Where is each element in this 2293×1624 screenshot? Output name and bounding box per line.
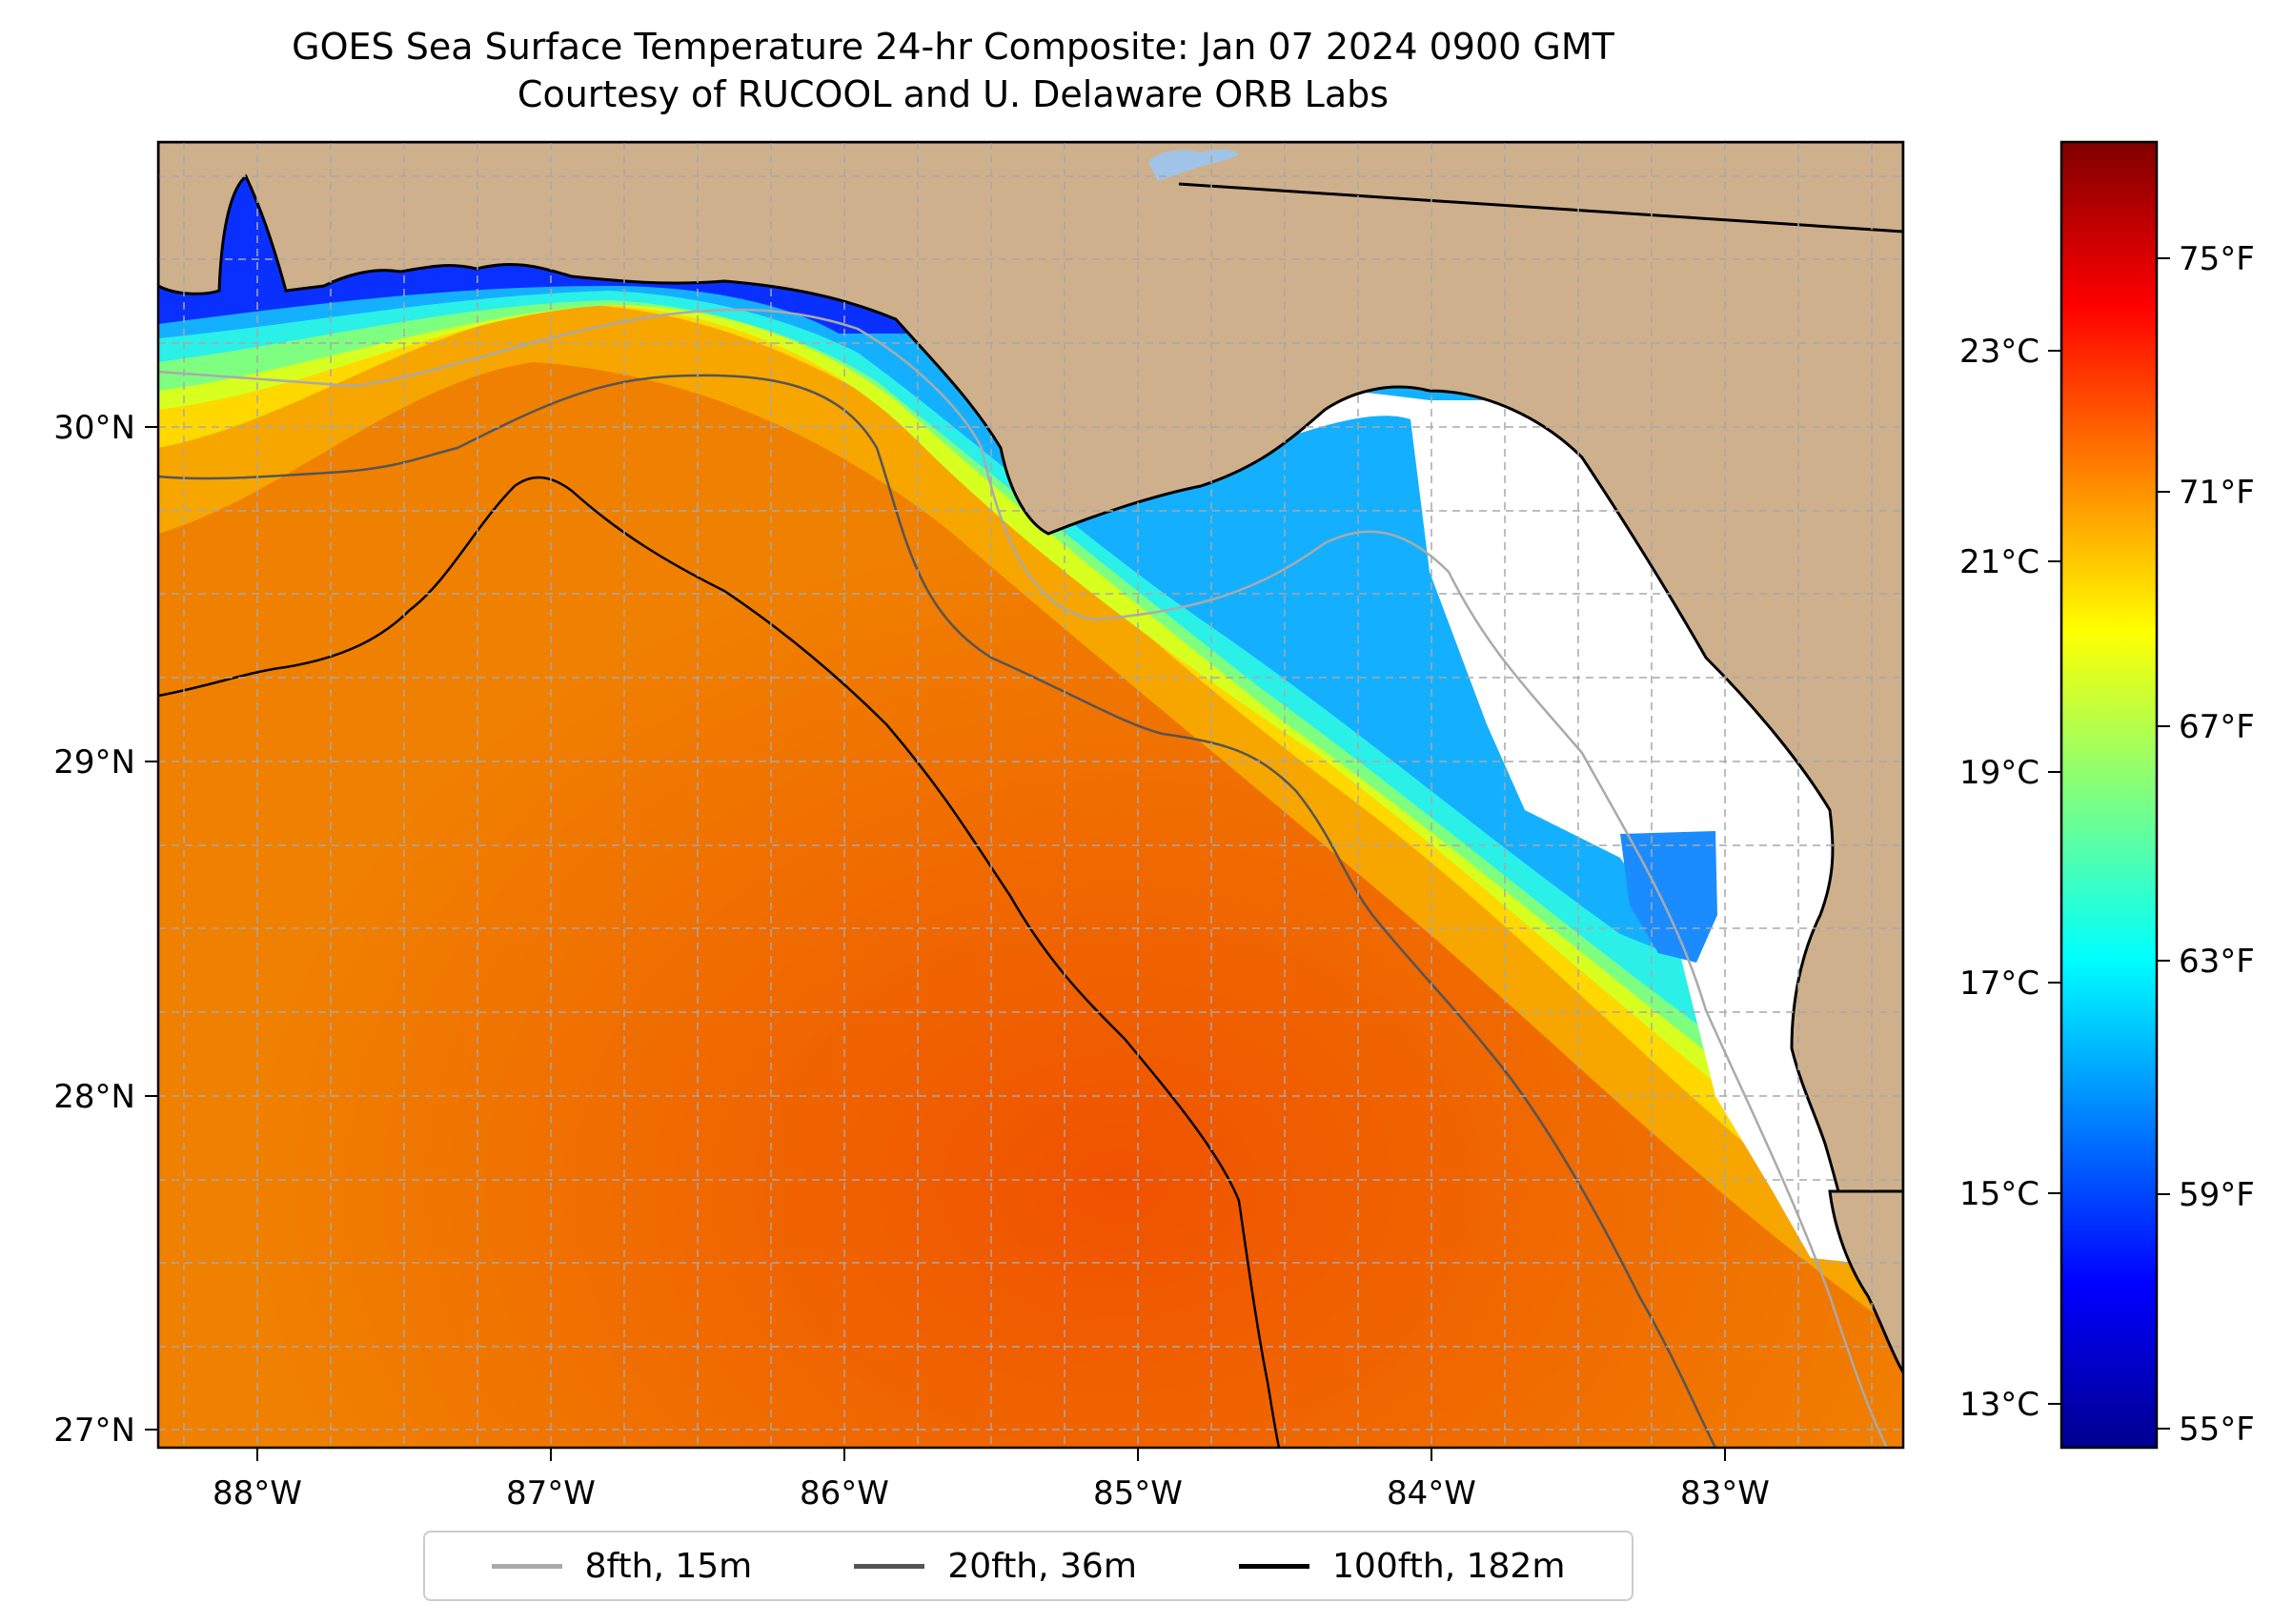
cb-f-63: 63°F <box>2179 943 2255 981</box>
cb-f-59: 59°F <box>2179 1176 2255 1214</box>
contour-20fth <box>158 374 1717 1448</box>
lon-label-85w: 85°W <box>1093 1474 1183 1512</box>
colorbar-ticks <box>2048 257 2170 1430</box>
lat-label-29n: 29°N <box>53 743 135 782</box>
land-area <box>158 142 1903 1354</box>
lon-label-84w: 84°W <box>1387 1474 1476 1512</box>
lon-label-88w: 88°W <box>213 1474 302 1512</box>
state-boundary <box>1178 182 1903 233</box>
cb-c-17: 17°C <box>1959 964 2039 1003</box>
legend-item-100fth: 100fth, 182m <box>1239 1547 1565 1586</box>
lat-label-28n: 28°N <box>53 1078 135 1116</box>
title-line-1: GOES Sea Surface Temperature 24-hr Compo… <box>292 26 1614 68</box>
cb-c-15: 15°C <box>1959 1175 2039 1213</box>
lon-label-87w: 87°W <box>506 1474 596 1512</box>
legend-label-8fth: 8fth, 15m <box>584 1546 753 1586</box>
legend-item-20fth: 20fth, 36m <box>854 1547 1137 1586</box>
map-frame <box>156 140 1905 1450</box>
cb-f-71: 71°F <box>2179 474 2255 512</box>
cb-c-21: 21°C <box>1959 543 2039 581</box>
legend-swatch-100fth <box>1239 1563 1310 1569</box>
gridlines <box>158 142 1903 1448</box>
legend-item-8fth: 8fth, 15m <box>491 1546 753 1586</box>
legend-swatch-20fth <box>854 1563 925 1569</box>
contour-legend: 8fth, 15m 20fth, 36m 100fth, 182m <box>423 1531 1634 1601</box>
land-peninsula <box>1828 1189 1903 1375</box>
cb-c-23: 23°C <box>1959 333 2039 371</box>
lon-label-83w: 83°W <box>1680 1474 1770 1512</box>
cb-c-19: 19°C <box>1959 754 2039 792</box>
lon-label-86w: 86°W <box>800 1474 889 1512</box>
cb-f-75: 75°F <box>2179 240 2255 278</box>
title-line-2: Courtesy of RUCOOL and U. Delaware ORB L… <box>517 73 1390 115</box>
map-title: GOES Sea Surface Temperature 24-hr Compo… <box>0 23 1906 118</box>
legend-label-100fth: 100fth, 182m <box>1332 1546 1566 1586</box>
legend-swatch-8fth <box>491 1563 562 1569</box>
legend-label-20fth: 20fth, 36m <box>947 1546 1137 1586</box>
lat-label-30n: 30°N <box>53 409 135 447</box>
lake-feature <box>1148 149 1239 181</box>
cb-f-67: 67°F <box>2179 708 2255 746</box>
cb-f-55: 55°F <box>2179 1411 2255 1449</box>
colorbar <box>2060 140 2159 1450</box>
lat-label-27n: 27°N <box>53 1411 135 1450</box>
contour-100fth <box>158 476 1281 1448</box>
axis-ticks <box>145 426 1726 1461</box>
cb-c-13: 13°C <box>1959 1386 2039 1424</box>
